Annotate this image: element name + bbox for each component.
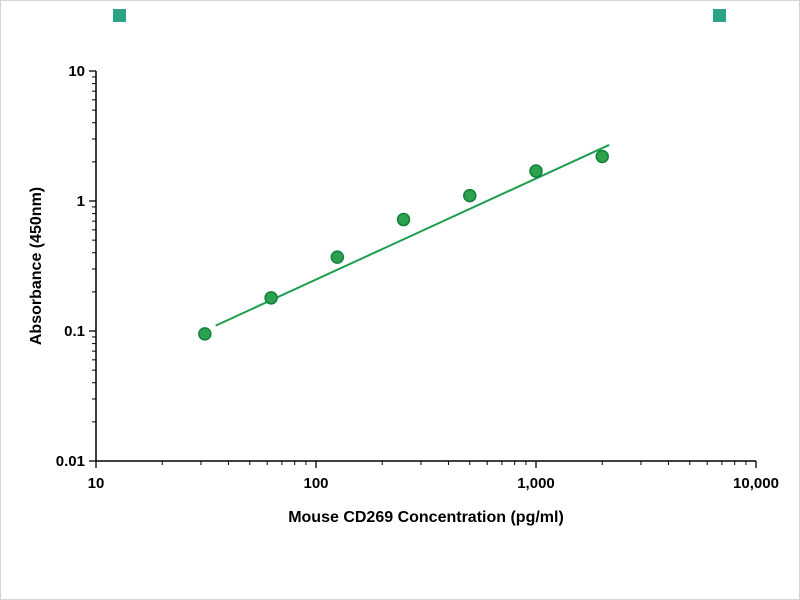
data-point bbox=[595, 149, 609, 164]
data-point bbox=[463, 188, 477, 203]
x-tick-label: 1,000 bbox=[517, 475, 555, 492]
trend-line bbox=[215, 144, 610, 327]
x-tick-label: 10 bbox=[88, 475, 105, 492]
x-tick-label: 10,000 bbox=[733, 475, 779, 492]
data-point bbox=[529, 164, 543, 178]
axes-layer: 10 100 1,000 10,000 0.01 0.1 1 10 bbox=[56, 63, 779, 492]
y-tick-label: 0.1 bbox=[64, 323, 85, 340]
data-point bbox=[396, 212, 411, 227]
data-point bbox=[330, 250, 345, 264]
y-tick-label: 10 bbox=[68, 63, 85, 80]
corner-marker-left bbox=[113, 9, 126, 22]
x-axis-title: Mouse CD269 Concentration (pg/ml) bbox=[288, 509, 564, 526]
data-point bbox=[198, 327, 212, 341]
x-tick-label: 100 bbox=[303, 475, 328, 492]
y-tick-label: 0.01 bbox=[56, 453, 85, 470]
corner-marker-right bbox=[713, 9, 726, 22]
y-tick-label: 1 bbox=[77, 193, 85, 210]
data-point bbox=[264, 291, 278, 305]
data-layer bbox=[198, 144, 610, 341]
y-axis-title: Absorbance (450nm) bbox=[28, 187, 45, 345]
